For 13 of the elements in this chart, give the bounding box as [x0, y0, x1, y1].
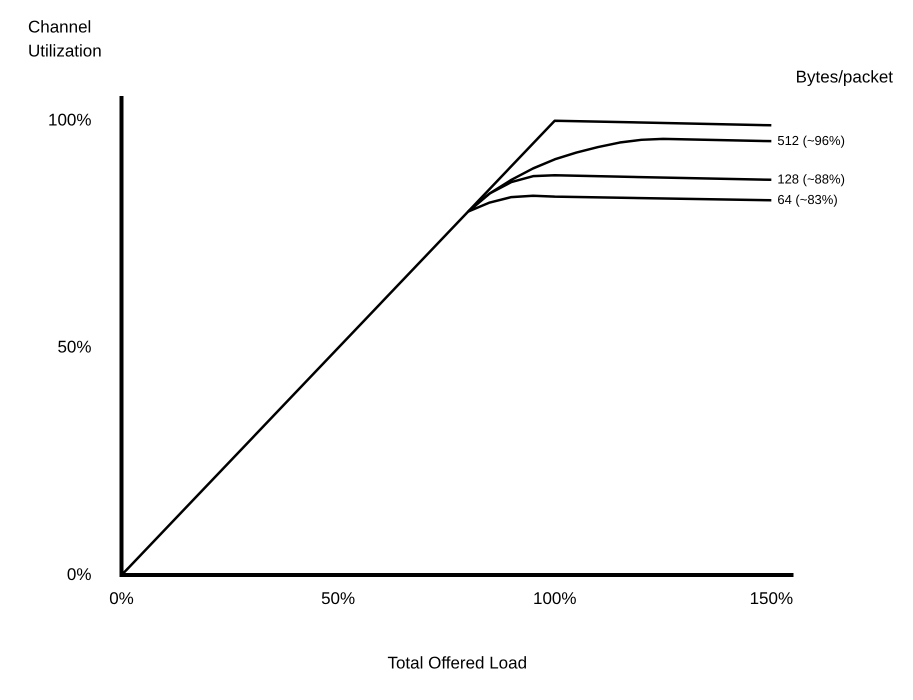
legend-title: Bytes/packet	[796, 68, 894, 87]
y-tick-label: 0%	[66, 564, 92, 584]
x-tick-label: 0%	[109, 589, 134, 608]
y-tick-label: 50%	[57, 338, 92, 357]
x-tick-label: 150%	[750, 589, 794, 608]
y-tick-label: 100%	[48, 110, 92, 130]
x-axis-title: Total Offered Load	[387, 653, 528, 672]
x-tick-label: 50%	[321, 589, 356, 608]
series-label: 512 (~96%)	[777, 132, 845, 148]
y-axis-title: Channel Utilization	[28, 18, 102, 61]
series-label: 64 (~83%)	[777, 192, 838, 207]
x-tick-label: 100%	[532, 589, 576, 608]
series-label: 128 (~88%)	[777, 171, 845, 186]
